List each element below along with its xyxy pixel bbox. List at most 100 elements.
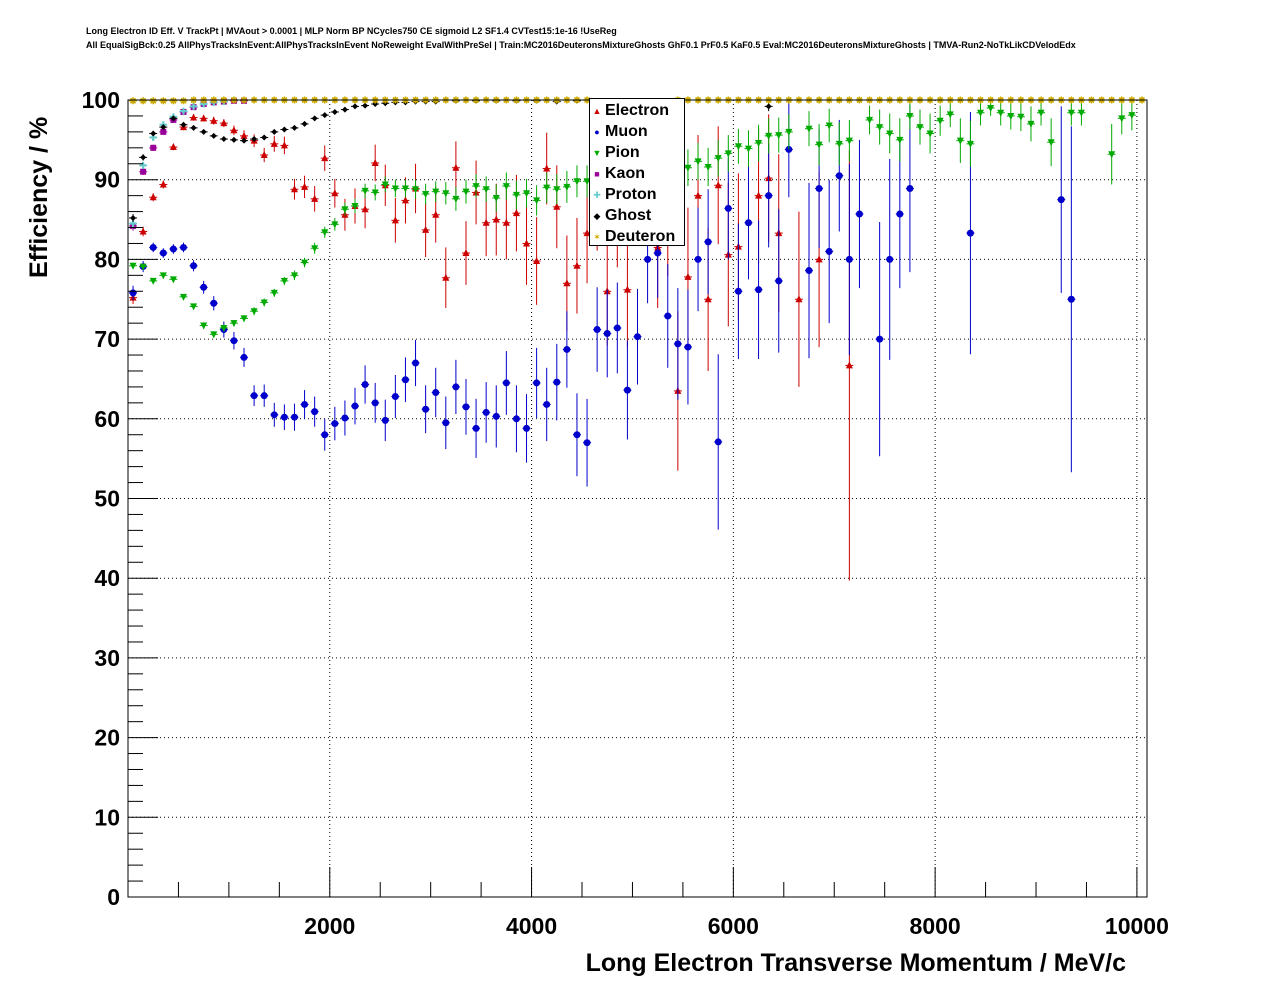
ghost-point [321,112,328,119]
muon-point [623,386,631,394]
muon-point [290,413,298,421]
electron-point [139,227,147,235]
muon-point [1067,295,1075,303]
muon-point [190,262,198,270]
muon-point [674,340,682,348]
legend-item-pion: ▼ Pion [592,143,640,163]
x-tick-label: 2000 [304,913,355,939]
pion-point [906,112,914,120]
electron-point [260,150,268,158]
pion-point [210,331,218,339]
muon-point [654,249,662,257]
muon-point [179,243,187,251]
ghost-point [291,124,298,131]
pion-point [240,315,248,323]
deuteron-point [149,97,157,105]
pion-point [1067,109,1075,117]
muon-point [664,312,672,320]
legend: ▲ Electron ● Muon ▼ Pion ■ Kaon ✚ Proton ◆ Ghost ✶ De… [589,98,685,246]
electron-point [391,216,399,224]
muon-point [311,408,319,416]
electron-point [321,154,329,162]
muon-point [260,392,268,400]
muon-point [886,255,894,263]
pion-point [835,140,843,148]
muon-point [966,229,974,237]
muon-point [734,287,742,295]
pion-point [422,191,430,199]
pion-marker-icon: ▼ [592,148,602,158]
pion-point [290,272,298,280]
proton-marker-icon: ✚ [593,190,601,200]
series-proton [129,98,228,229]
legend-label: Kaon [605,165,645,182]
pion-point [1047,139,1055,147]
muon-point [573,431,581,439]
muon-point [149,243,157,251]
pion-point [442,190,450,198]
axes: 0 10 20 30 40 50 60 70 80 90 100 2000 4000 6000 8000 10… [82,87,1169,939]
muon-point [200,283,208,291]
electron-point [210,116,218,124]
pion-point [1077,109,1085,117]
pion-point [926,130,934,138]
muon-point [169,245,177,253]
pion-point [916,124,924,132]
muon-point [634,333,641,341]
pion-point [1017,113,1025,121]
pion-point [1037,109,1045,117]
muon-point [583,439,591,447]
muon-point [714,438,722,446]
x-tick-label: 10000 [1105,913,1169,939]
y-tick-label: 30 [94,645,120,671]
pion-point [946,111,954,119]
ghost-point [200,128,207,135]
pion-point [866,116,874,124]
proton-point [179,107,187,115]
pion-point [220,324,228,332]
ghost-point [170,115,177,122]
pion-point [301,259,309,267]
muon-point [371,399,379,407]
muon-point [845,255,853,263]
pion-point [785,128,793,136]
pion-point [563,183,571,191]
electron-point [452,163,460,171]
pion-point [845,137,853,145]
deuteron-marker-icon: ✶ [593,232,601,242]
electron-point [492,215,500,223]
legend-item-proton: ✚ Proton [592,185,656,205]
muon-point [432,388,440,396]
electron-point [159,180,167,188]
muon-point [321,431,329,439]
pion-point [260,299,268,307]
pion-point [391,185,399,193]
electron-point [623,285,631,293]
electron-point [512,209,520,217]
deuteron-point [129,97,137,105]
ghost-point [362,102,369,109]
pion-point [724,150,732,158]
series-muon [129,101,1076,530]
electron-point [422,225,430,233]
muon-point [553,378,561,386]
ghost-point [241,137,248,144]
muon-point [906,184,914,192]
proton-point [139,161,147,169]
muon-point [159,249,167,257]
pion-point [936,117,944,125]
electron-point [290,185,298,193]
muon-point [210,299,218,307]
pion-point [805,125,813,133]
ghost-point [251,136,258,143]
pion-point [432,188,440,196]
muon-point [331,420,339,428]
electron-point [149,193,157,201]
electron-point [200,114,208,122]
electron-point [523,239,531,247]
electron-point [533,256,541,264]
muon-point [240,353,248,361]
ghost-point [301,120,308,127]
pion-point [512,191,520,199]
ghost-point [261,134,268,141]
